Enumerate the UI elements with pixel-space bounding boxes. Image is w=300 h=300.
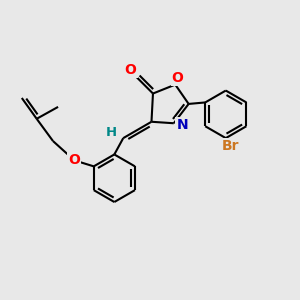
Text: O: O bbox=[68, 153, 80, 167]
Text: O: O bbox=[125, 63, 136, 77]
Text: N: N bbox=[176, 118, 188, 132]
Text: Br: Br bbox=[221, 140, 239, 153]
Text: O: O bbox=[172, 71, 184, 85]
Text: H: H bbox=[106, 126, 117, 139]
